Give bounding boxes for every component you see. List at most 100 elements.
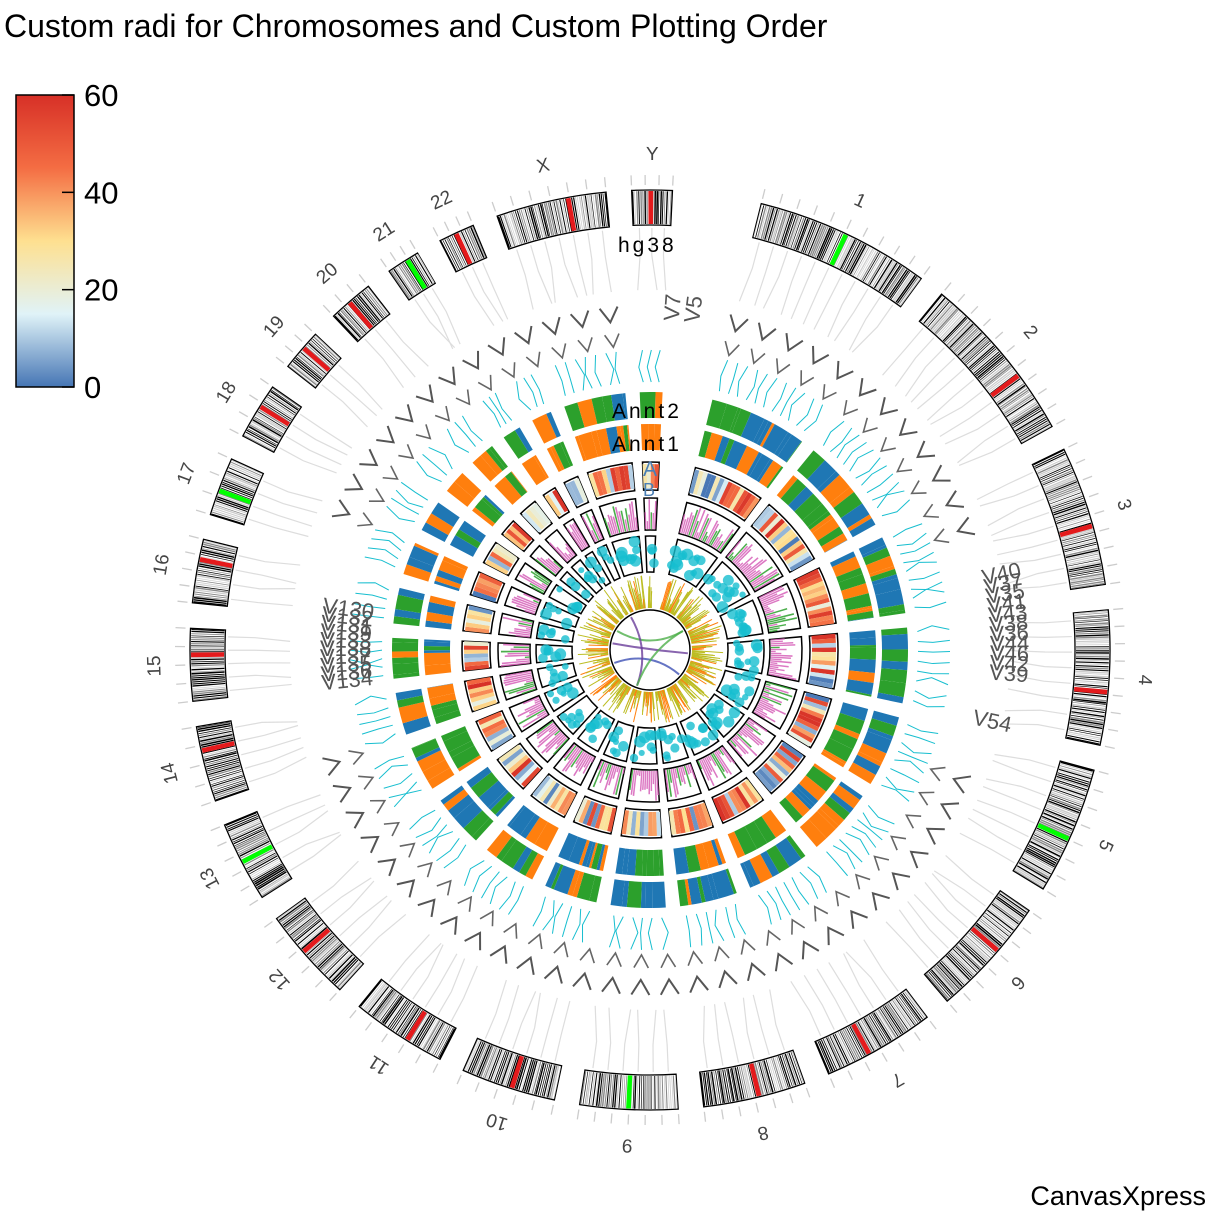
connector-line-cyan <box>829 427 853 453</box>
chromosome-band <box>954 947 979 972</box>
heatmap-cell <box>588 473 600 498</box>
histogram-bar <box>524 701 542 712</box>
connector-line <box>235 721 298 728</box>
connector-line <box>979 485 1039 507</box>
histogram-bar <box>607 521 613 536</box>
connector-line-cyan <box>489 876 508 905</box>
chromosome-band <box>1025 850 1055 868</box>
heatmap-cell <box>654 464 660 489</box>
scatter-point <box>638 731 651 744</box>
histogram-bar <box>770 660 792 664</box>
label-chevron <box>842 399 859 416</box>
chromosome-band <box>1066 551 1099 560</box>
spike-mark <box>601 672 615 683</box>
annt1-segment <box>835 712 865 735</box>
connector-line <box>484 979 507 1039</box>
annt2-segment <box>550 864 564 890</box>
chromosome-band <box>290 915 318 938</box>
genome-label: hg38 <box>618 234 677 257</box>
heatmap-cell <box>609 467 619 492</box>
chromosome-band <box>595 1073 602 1106</box>
histogram-bar <box>533 575 549 586</box>
heatmap-cell <box>689 469 700 494</box>
spike-mark <box>689 629 706 637</box>
annt1-segment <box>451 745 480 769</box>
connector-line <box>917 368 965 410</box>
chromosome-band <box>299 924 325 947</box>
chromosome-band <box>545 1064 554 1098</box>
connector-line <box>828 962 862 1016</box>
histogram-bar <box>549 542 568 563</box>
chromosome-band <box>1072 703 1106 710</box>
chromosome-band <box>667 191 670 225</box>
spike-mark <box>690 628 720 639</box>
chromosome-band <box>490 1049 503 1081</box>
chromosome-band <box>235 832 266 848</box>
centromere-band <box>626 1075 633 1109</box>
chromosome-band <box>1059 767 1092 778</box>
spike-mark <box>667 588 680 613</box>
heatmap-cell <box>466 677 491 686</box>
chromosome-band <box>761 1060 772 1093</box>
chromosome-band <box>978 357 1005 380</box>
chromosome-band <box>1065 549 1099 559</box>
chromosome-band <box>470 227 485 259</box>
chromosome-band <box>1075 640 1109 643</box>
histogram-bar <box>715 540 722 549</box>
ideogram-tick <box>294 334 303 342</box>
chromosome-band <box>426 1022 444 1052</box>
chromosome-band <box>1075 630 1109 633</box>
connector-line <box>813 273 843 330</box>
chromosome-band <box>926 973 950 999</box>
chromosome-band <box>212 511 244 523</box>
chromosome-band <box>742 1065 751 1099</box>
heatmap-cell <box>805 692 830 703</box>
chromosome-band <box>550 1065 560 1099</box>
chromosome-label: 3 <box>1112 497 1135 513</box>
spike-mark <box>577 634 609 643</box>
annt1-segment <box>684 844 701 873</box>
chromosome-band <box>1073 698 1107 704</box>
chromosome-band <box>851 245 868 276</box>
annt2-segment <box>707 873 719 901</box>
spike-mark <box>610 586 629 615</box>
annt2-segment <box>422 759 451 781</box>
centromere-band <box>851 1023 872 1055</box>
heatmap-cell <box>700 473 713 498</box>
chromosome-band <box>1060 528 1093 539</box>
chromosome-band <box>598 193 604 227</box>
chromosome-band <box>535 1062 545 1095</box>
connector-line <box>967 817 1022 851</box>
label-chevron <box>801 940 820 960</box>
chromosome-band <box>204 751 237 760</box>
histogram-bar <box>762 599 780 607</box>
chromosome-band <box>202 745 236 754</box>
chromosome-band <box>1053 786 1085 798</box>
annt1-segment <box>846 607 873 616</box>
chromosome-band <box>978 921 1004 943</box>
histogram-bar <box>529 582 545 593</box>
spike-mark <box>607 601 624 619</box>
chromosome-band <box>472 226 486 258</box>
histogram-bar <box>679 514 686 533</box>
chromosome-band <box>191 673 225 677</box>
ideogram-tick <box>1006 344 1015 353</box>
heatmap-cell <box>621 810 630 835</box>
spike-mark <box>686 625 692 630</box>
chromosome-band <box>1054 505 1087 518</box>
connector-line-cyan <box>917 670 950 675</box>
heatmap-cell <box>592 471 604 496</box>
chromosome-band <box>834 1033 850 1064</box>
heatmap-cell <box>725 485 741 509</box>
histogram-bar <box>654 501 657 530</box>
connector-line-cyan <box>857 819 883 841</box>
chromosome-band <box>1075 678 1109 681</box>
histogram-bar <box>628 503 634 531</box>
connector-line-cyan <box>428 831 454 854</box>
chromosome-band <box>1048 798 1081 812</box>
spike-mark <box>682 616 692 625</box>
chromosome-band <box>774 211 786 244</box>
annt1-segment <box>820 751 846 768</box>
chromosome-band <box>1069 720 1103 728</box>
